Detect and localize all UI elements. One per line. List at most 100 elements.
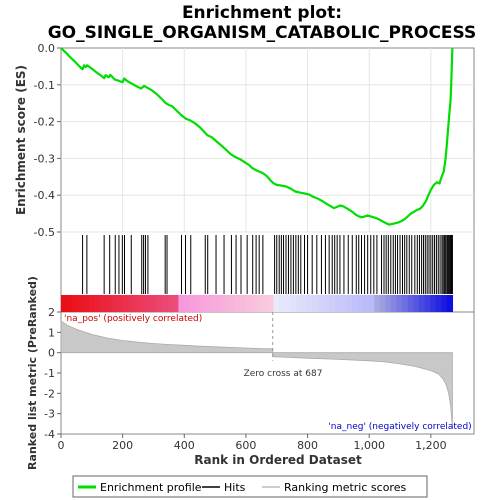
rank-colorbar-segment <box>279 295 286 312</box>
rank-colorbar-segment <box>116 295 124 312</box>
rank-colorbar-segment <box>94 295 101 312</box>
rank-colorbar-segment <box>211 295 219 312</box>
metric-y-tick-label: -2 <box>44 387 55 400</box>
rank-colorbar-segment <box>390 295 398 312</box>
rank-colorbar-segment <box>407 295 414 312</box>
es-y-tick-label: 0.0 <box>38 42 56 55</box>
chart-title-line2: GO_SINGLE_ORGANISM_CATABOLIC_PROCESS <box>48 23 477 43</box>
x-axis-title: Rank in Ordered Dataset <box>194 453 362 467</box>
rank-colorbar-segment <box>184 295 191 312</box>
zero-cross-label: Zero cross at 687 <box>244 369 323 379</box>
rank-colorbar-segment <box>262 295 269 312</box>
rank-colorbar-segment <box>357 295 364 312</box>
x-tick-label: 0 <box>58 439 65 452</box>
rank-colorbar-segment <box>334 295 342 312</box>
rank-colorbar-segment <box>295 295 303 312</box>
rank-colorbar-segment <box>413 295 420 312</box>
rank-colorbar-segment <box>72 295 79 312</box>
enrichment-profile-line <box>60 47 454 226</box>
es-y-tick-label: -0.2 <box>34 116 55 129</box>
rank-colorbar-segment <box>245 295 252 312</box>
rank-colorbar-segment <box>307 295 314 312</box>
neg-correlated-label: 'na_neg' (negatively correlated) <box>328 422 471 432</box>
metric-y-tick-label: 1 <box>48 326 55 339</box>
rank-colorbar-segment <box>441 295 448 312</box>
rank-colorbar-segment <box>77 295 84 312</box>
rank-colorbar-segment <box>144 295 152 312</box>
metric-layer <box>60 312 453 428</box>
rank-colorbar-segment <box>100 295 107 312</box>
rank-colorbar-segment <box>374 295 381 312</box>
rank-colorbar-segment <box>385 295 392 312</box>
rank-colorbar-segment <box>234 295 241 312</box>
rank-colorbar-segment <box>362 295 370 312</box>
rank-colorbar-segment <box>150 295 157 312</box>
rank-colorbar-segment <box>301 295 308 312</box>
metric-y-tick-label: -1 <box>44 367 55 380</box>
es-gridlines <box>61 48 474 233</box>
metric-y-axis-title: Ranked list metric (PreRanked) <box>26 276 39 470</box>
x-tick-label: 800 <box>297 439 318 452</box>
rank-colorbar-segment <box>66 295 73 312</box>
rank-colorbar-segment <box>446 295 454 312</box>
rank-colorbar-segment <box>223 295 230 312</box>
rank-colorbar-segment <box>167 295 174 312</box>
rank-colorbar-segment <box>351 295 358 312</box>
rank-colorbar-segment <box>111 295 118 312</box>
es-y-axis-title: Enrichment score (ES) <box>14 65 28 215</box>
metric-y-tick-label: 2 <box>48 306 55 319</box>
metric-y-tick-label: -3 <box>44 408 55 421</box>
rank-colorbar-segment <box>195 295 202 312</box>
es-panel <box>60 47 475 233</box>
rank-colorbar-segment <box>200 295 207 312</box>
rank-colorbar-segment <box>128 295 135 312</box>
rank-colorbar-segment <box>189 295 196 312</box>
rank-colorbar-segment <box>178 295 185 312</box>
es-y-tick-label: -0.4 <box>34 189 55 202</box>
legend-label-hits: Hits <box>224 481 246 494</box>
rank-colorbar-segment <box>105 295 112 312</box>
x-tick-label: 200 <box>112 439 133 452</box>
es-y-tick-label: -0.5 <box>34 226 55 239</box>
rank-colorbar-segment <box>256 295 263 312</box>
rank-colorbar-segment <box>83 295 90 312</box>
rank-colorbar-segment <box>284 295 291 312</box>
rank-colorbar-segment <box>133 295 140 312</box>
rank-colorbar-segment <box>156 295 163 312</box>
rank-colorbar-segment <box>396 295 403 312</box>
rank-colorbar-segment <box>217 295 224 312</box>
rank-colorbar-segment <box>161 295 168 312</box>
hits-layer <box>82 235 453 294</box>
rank-colorbar-segment <box>172 295 180 312</box>
rank-colorbar-segment <box>340 295 347 312</box>
rank-colorbar-segment <box>88 295 96 312</box>
rank-colorbar-segment <box>368 295 375 312</box>
rank-colorbar-segment <box>312 295 319 312</box>
rank-colorbar-segment <box>228 295 235 312</box>
legend-box <box>72 475 428 498</box>
es-layer <box>60 47 454 226</box>
rank-colorbar-segment <box>239 295 247 312</box>
metric-y-tick-label: 0 <box>48 347 55 360</box>
rank-colorbar-segment <box>329 295 336 312</box>
rank-colorbar-segment <box>273 295 280 312</box>
rank-colorbar-segment <box>267 295 275 312</box>
rank-colorbar-segment <box>430 295 437 312</box>
rank-colorbar-segment <box>318 295 325 312</box>
rank-colorbar-segment <box>418 295 426 312</box>
rank-colorbar <box>61 295 454 312</box>
rank-colorbar-segment <box>323 295 331 312</box>
es-y-tick-label: -0.3 <box>34 152 55 165</box>
legend-label-ranking-metric: Ranking metric scores <box>284 481 406 494</box>
x-tick-label: 1,000 <box>353 439 385 452</box>
x-tick-label: 1,200 <box>415 439 447 452</box>
chart-title-line1: Enrichment plot: <box>182 3 342 23</box>
rank-colorbar-segment <box>206 295 213 312</box>
rank-colorbar-segment <box>251 295 258 312</box>
rank-colorbar-segment <box>424 295 431 312</box>
legend-label-enrichment-profile: Enrichment profile <box>100 481 202 494</box>
rank-colorbar-segment <box>379 295 386 312</box>
metric-y-tick-label: -4 <box>44 428 55 441</box>
